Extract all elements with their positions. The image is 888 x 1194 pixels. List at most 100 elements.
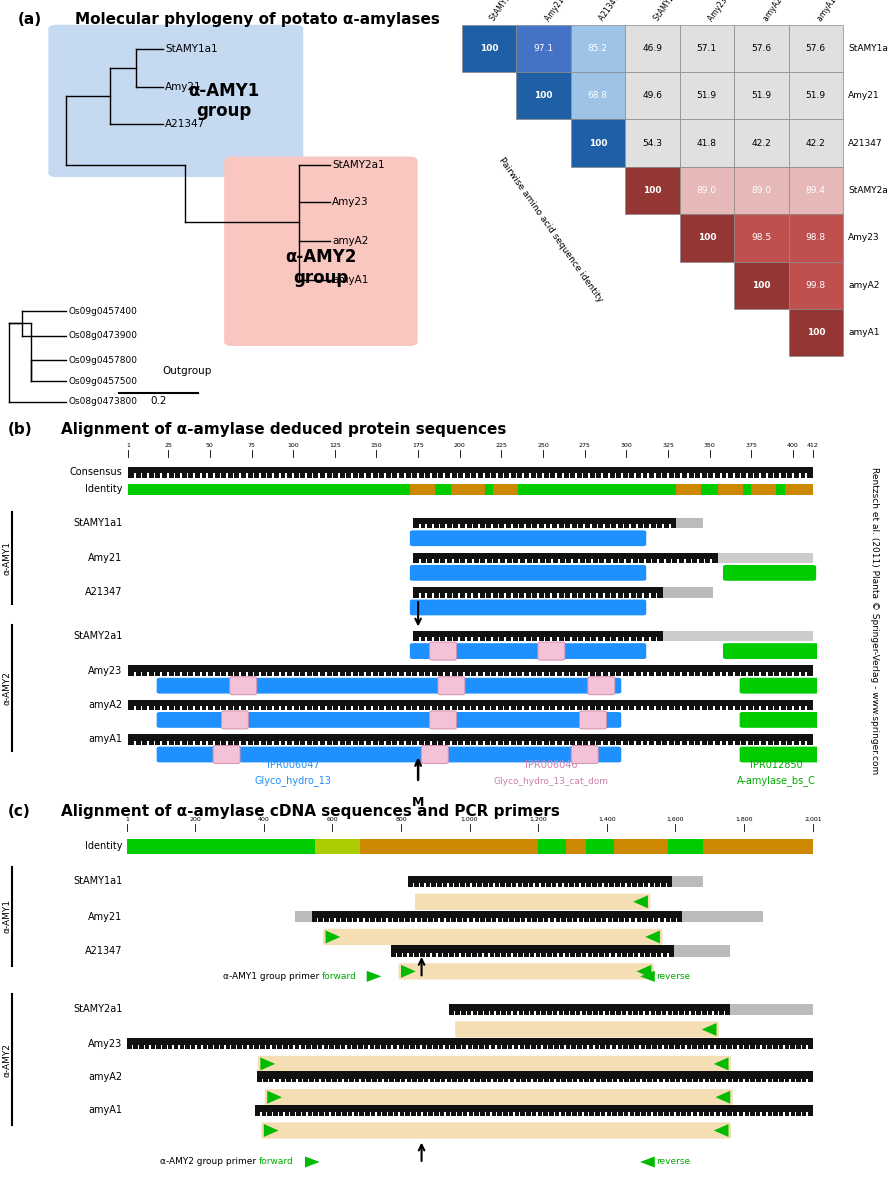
Bar xyxy=(420,1045,422,1050)
Bar xyxy=(584,559,586,564)
Bar xyxy=(606,1078,607,1083)
Bar xyxy=(391,474,392,478)
Bar xyxy=(226,672,228,676)
Bar xyxy=(634,474,636,478)
Bar xyxy=(138,1045,139,1050)
Bar xyxy=(288,1045,289,1050)
Bar xyxy=(586,839,614,854)
Bar xyxy=(582,740,583,745)
Bar xyxy=(523,1011,524,1015)
Bar xyxy=(424,740,425,745)
Bar xyxy=(504,638,506,641)
Bar xyxy=(680,474,682,478)
Bar xyxy=(525,1112,526,1115)
Bar xyxy=(528,1011,530,1015)
Bar xyxy=(436,953,438,956)
Bar xyxy=(317,918,318,922)
FancyBboxPatch shape xyxy=(224,156,417,346)
Bar xyxy=(371,672,373,676)
Bar xyxy=(298,740,300,745)
Bar xyxy=(467,1112,469,1115)
Bar xyxy=(543,1078,544,1083)
Bar xyxy=(240,474,241,478)
Bar xyxy=(598,559,599,564)
Bar xyxy=(563,953,565,956)
Bar xyxy=(320,1078,321,1083)
Bar xyxy=(465,524,466,529)
Bar xyxy=(557,638,559,641)
Bar xyxy=(329,1112,330,1115)
Bar xyxy=(614,1011,616,1015)
Bar xyxy=(700,706,702,710)
Bar xyxy=(488,953,489,956)
Text: 51.9: 51.9 xyxy=(751,91,772,100)
Bar xyxy=(419,593,421,598)
Text: α-AMY2
group: α-AMY2 group xyxy=(285,248,357,287)
Bar xyxy=(371,474,373,478)
Bar xyxy=(537,638,539,641)
Bar xyxy=(530,1112,532,1115)
Bar xyxy=(325,740,327,745)
Bar xyxy=(625,119,679,167)
Bar xyxy=(559,1045,560,1050)
Bar xyxy=(617,1112,618,1115)
Bar xyxy=(707,706,709,710)
Bar xyxy=(625,167,679,214)
Bar xyxy=(353,1078,355,1083)
Bar xyxy=(586,1011,587,1015)
Bar xyxy=(601,474,603,478)
Bar xyxy=(477,1011,479,1015)
Bar xyxy=(667,953,669,956)
Bar xyxy=(692,1078,694,1083)
Bar xyxy=(248,1045,249,1050)
Bar xyxy=(485,524,487,529)
Bar xyxy=(571,559,573,564)
Bar xyxy=(352,706,353,710)
Bar xyxy=(161,672,162,676)
Bar xyxy=(430,884,432,887)
Bar xyxy=(649,638,651,641)
Bar xyxy=(385,1045,387,1050)
Bar xyxy=(637,884,638,887)
Bar xyxy=(700,474,702,478)
Bar xyxy=(674,946,730,956)
Bar xyxy=(341,1112,342,1115)
Bar xyxy=(571,25,625,72)
Bar xyxy=(522,474,524,478)
Bar xyxy=(424,706,425,710)
Bar xyxy=(730,1003,813,1015)
Bar xyxy=(617,1078,619,1083)
Bar xyxy=(633,1045,635,1050)
Bar xyxy=(161,474,162,478)
Bar xyxy=(715,1078,716,1083)
Bar xyxy=(452,593,454,598)
Bar xyxy=(792,474,794,478)
Bar xyxy=(483,706,485,710)
Bar xyxy=(540,1011,542,1015)
Bar xyxy=(132,1045,133,1050)
Bar xyxy=(712,1011,714,1015)
Bar xyxy=(496,706,498,710)
Bar xyxy=(577,524,578,529)
Bar xyxy=(419,524,421,529)
Bar xyxy=(517,1011,519,1015)
Bar xyxy=(557,593,559,598)
Bar xyxy=(127,1038,813,1050)
Bar xyxy=(773,706,774,710)
Bar xyxy=(470,706,472,710)
Bar xyxy=(760,1112,762,1115)
Bar xyxy=(669,1112,670,1115)
Bar xyxy=(225,1045,226,1050)
Bar xyxy=(184,1045,186,1050)
Bar xyxy=(743,1045,744,1050)
Polygon shape xyxy=(401,965,416,978)
Bar xyxy=(581,953,582,956)
Bar xyxy=(575,1011,576,1015)
Text: amyA1: amyA1 xyxy=(89,1106,123,1115)
Bar xyxy=(292,740,294,745)
Bar xyxy=(438,1045,439,1050)
Bar xyxy=(662,1112,664,1115)
Bar xyxy=(601,706,603,710)
Bar xyxy=(649,1011,651,1015)
Bar xyxy=(431,706,432,710)
